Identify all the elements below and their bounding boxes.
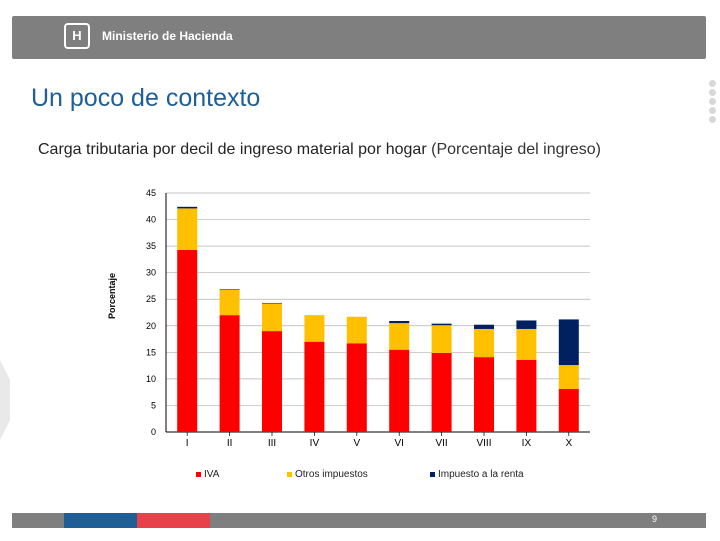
org-name: Ministerio de Hacienda (102, 29, 233, 43)
bar-segment (346, 343, 367, 432)
bar-segment (558, 365, 579, 389)
bar-segment (389, 320, 410, 324)
bar-segment (219, 289, 240, 290)
chart-heading-sub: (Porcentaje del ingreso) (431, 141, 601, 158)
y-tick-label: 30 (146, 268, 156, 278)
x-tick-label: IV (310, 438, 320, 449)
y-tick-label: 35 (146, 241, 156, 251)
bar-segment (304, 315, 325, 342)
side-dots-decoration (709, 80, 716, 125)
bar-segment (177, 206, 198, 209)
bar-segment (346, 316, 367, 344)
legend-swatch-otros (287, 471, 292, 477)
bar-segment (474, 324, 494, 329)
x-tick-label: VIII (476, 438, 491, 449)
y-tick-label: 20 (146, 321, 156, 331)
bar-segment (431, 352, 452, 432)
bar-segment (516, 359, 537, 432)
legend-item-iva: IVA (196, 469, 219, 480)
slide-title: Un poco de contexto (31, 84, 261, 112)
x-tick-label: VI (394, 438, 403, 449)
ministry-logo: H (64, 23, 90, 49)
legend-label-otros: Otros impuestos (295, 469, 368, 480)
x-tick-label: V (353, 438, 360, 449)
left-accent-decoration (0, 360, 10, 440)
bar-segment (262, 331, 282, 432)
bar-segment (516, 320, 537, 329)
bar-segment (389, 349, 410, 432)
bar-segment (219, 315, 240, 432)
footer-blue-stripe (64, 513, 137, 528)
footer-bar: 9 (12, 513, 706, 536)
bar-segment (431, 325, 452, 353)
bar-segment (177, 208, 198, 250)
bar-segment (389, 323, 410, 350)
legend-label-renta: Impuesto a la renta (438, 469, 524, 480)
legend-swatch-iva (196, 471, 201, 477)
page-number: 9 (652, 514, 658, 524)
bar-segment (474, 357, 494, 432)
bar-segment (219, 289, 240, 316)
x-tick-label: VII (435, 438, 447, 449)
bar-segment (474, 328, 494, 358)
bar-segment (177, 249, 198, 432)
bar-segment (304, 341, 325, 432)
legend-label-iva: IVA (204, 469, 220, 480)
bar-segment (516, 328, 537, 360)
footer-dots-decoration (336, 523, 372, 541)
bar-segment (262, 303, 282, 332)
legend-item-otros: Otros impuestos (287, 469, 368, 480)
bar-segment (558, 388, 579, 432)
y-tick-label: 5 (151, 400, 156, 410)
y-tick-label: 10 (146, 374, 156, 384)
footer-red-stripe (137, 513, 210, 528)
x-tick-label: X (565, 438, 572, 449)
legend-item-renta: Impuesto a la renta (430, 469, 524, 480)
bar-segment (431, 323, 452, 326)
bar-segment (558, 319, 579, 366)
y-tick-label: 15 (146, 347, 156, 357)
y-tick-label: 45 (146, 188, 156, 198)
chart-heading: Carga tributaria por decil de ingreso ma… (38, 141, 601, 159)
logo-glyph: H (72, 28, 82, 43)
legend-swatch-renta (430, 471, 435, 477)
x-tick-label: IX (522, 438, 532, 449)
x-tick-label: I (186, 438, 189, 449)
y-tick-label: 25 (146, 294, 156, 304)
bar-segment (262, 302, 282, 304)
chart-heading-main: Carga tributaria por decil de ingreso ma… (38, 141, 427, 158)
x-tick-label: III (268, 438, 276, 449)
y-tick-label: 40 (146, 215, 156, 225)
header-bar: H Ministerio de Hacienda (12, 16, 706, 59)
y-tick-label: 0 (151, 427, 156, 437)
x-tick-label: II (227, 438, 233, 449)
